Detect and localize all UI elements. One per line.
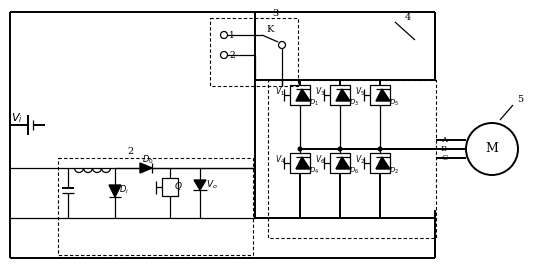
Bar [370, 153, 390, 173]
Text: K: K [266, 25, 274, 35]
Text: 4: 4 [405, 14, 411, 22]
Circle shape [338, 147, 342, 151]
Polygon shape [296, 89, 310, 101]
Text: 5: 5 [517, 96, 523, 104]
Polygon shape [336, 157, 350, 169]
Text: 2: 2 [127, 147, 133, 157]
Text: $D_i$: $D_i$ [119, 184, 129, 196]
Circle shape [378, 147, 382, 151]
Text: $V_4$: $V_4$ [275, 154, 285, 166]
Text: 2: 2 [229, 50, 235, 59]
Bar [268, 80, 436, 238]
Text: $Q$: $Q$ [174, 180, 182, 192]
Text: M: M [486, 143, 499, 156]
Text: $V_3$: $V_3$ [315, 86, 325, 98]
Text: $D_2$: $D_2$ [389, 166, 399, 176]
Text: B: B [441, 145, 447, 153]
Text: $V_o$: $V_o$ [206, 179, 218, 191]
Bar [330, 85, 350, 105]
Bar [162, 178, 178, 196]
Text: $D_3$: $D_3$ [349, 98, 359, 108]
Text: C: C [441, 154, 447, 162]
Polygon shape [109, 185, 121, 197]
Text: $V_1$: $V_1$ [275, 86, 285, 98]
Circle shape [466, 123, 518, 175]
Bar [370, 85, 390, 105]
Circle shape [220, 52, 227, 59]
Bar [330, 153, 350, 173]
Text: $V_6$: $V_6$ [315, 154, 325, 166]
Polygon shape [336, 89, 350, 101]
Text: $D_6$: $D_6$ [349, 166, 359, 176]
Text: $D_0$: $D_0$ [142, 154, 154, 166]
Polygon shape [296, 157, 310, 169]
Text: $D_5$: $D_5$ [389, 98, 399, 108]
Text: $D_1$: $D_1$ [309, 98, 319, 108]
Text: $V_i$: $V_i$ [11, 111, 23, 125]
Bar [290, 85, 310, 105]
Polygon shape [140, 163, 152, 173]
Polygon shape [194, 180, 206, 190]
Bar [58, 158, 253, 255]
Text: $D_4$: $D_4$ [309, 166, 319, 176]
Text: 3: 3 [272, 8, 278, 18]
Text: A: A [441, 136, 447, 144]
Bar [290, 153, 310, 173]
Polygon shape [376, 89, 390, 101]
Polygon shape [376, 157, 390, 169]
Bar [210, 18, 298, 86]
Circle shape [298, 147, 302, 151]
Circle shape [279, 42, 286, 49]
Text: $V_5$: $V_5$ [355, 86, 365, 98]
Text: 1: 1 [229, 31, 235, 39]
Circle shape [220, 32, 227, 39]
Text: $V_2$: $V_2$ [355, 154, 365, 166]
